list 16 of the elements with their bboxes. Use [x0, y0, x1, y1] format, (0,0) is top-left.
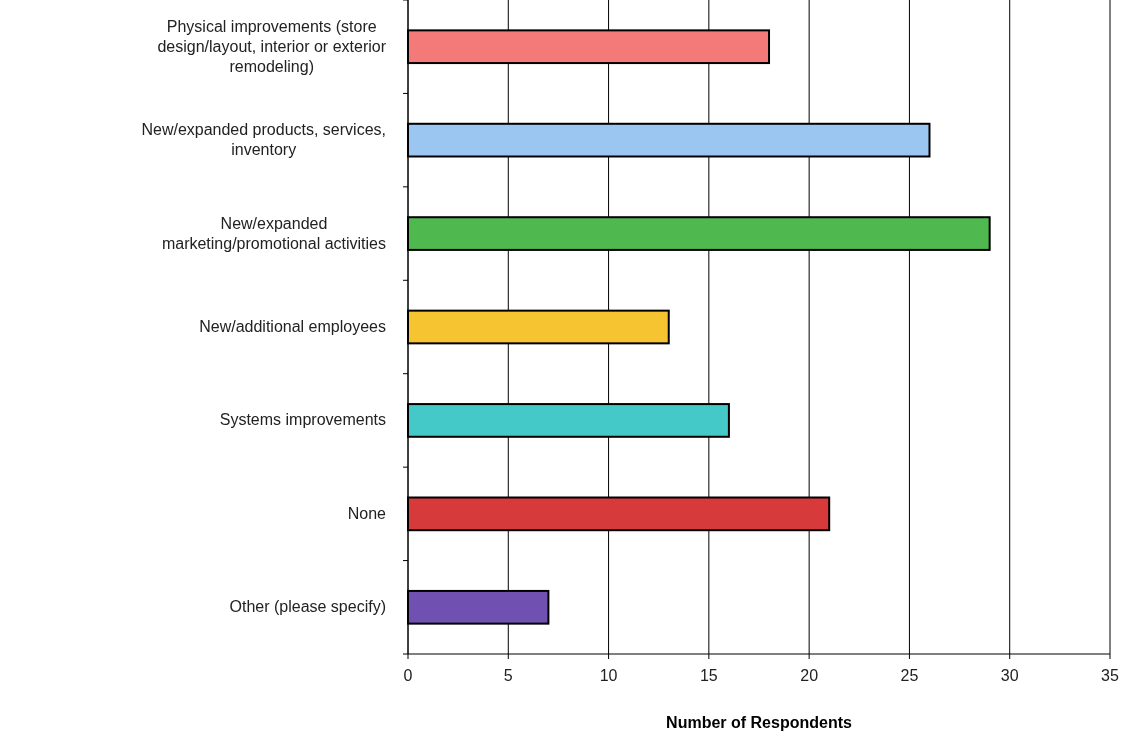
- y-tick-label: New/additional employees: [199, 318, 386, 335]
- x-tick-label: 0: [403, 667, 413, 684]
- x-axis-title: Number of Respondents: [666, 714, 852, 731]
- y-tick-label: New/expanded marketing/promotional activities: [161, 214, 386, 252]
- x-tick-label: 5: [503, 667, 513, 684]
- y-tick-label: Physical improvements (store design/layout, interior or exterior remodeling): [157, 17, 387, 75]
- x-tick-label: 10: [599, 667, 618, 684]
- y-tick-label: Systems improvements: [219, 411, 386, 429]
- y-tick-label: New/expanded products, services, inventory: [141, 121, 386, 159]
- x-tick-label: 20: [800, 667, 819, 684]
- y-tick-label: None: [347, 504, 387, 522]
- y-tick-label: Other (please specify): [229, 598, 386, 616]
- x-tick-label: 30: [1000, 667, 1019, 684]
- x-tick-label: 15: [699, 667, 718, 684]
- x-tick-label: 35: [1101, 667, 1119, 684]
- x-tick-label: 25: [900, 667, 919, 684]
